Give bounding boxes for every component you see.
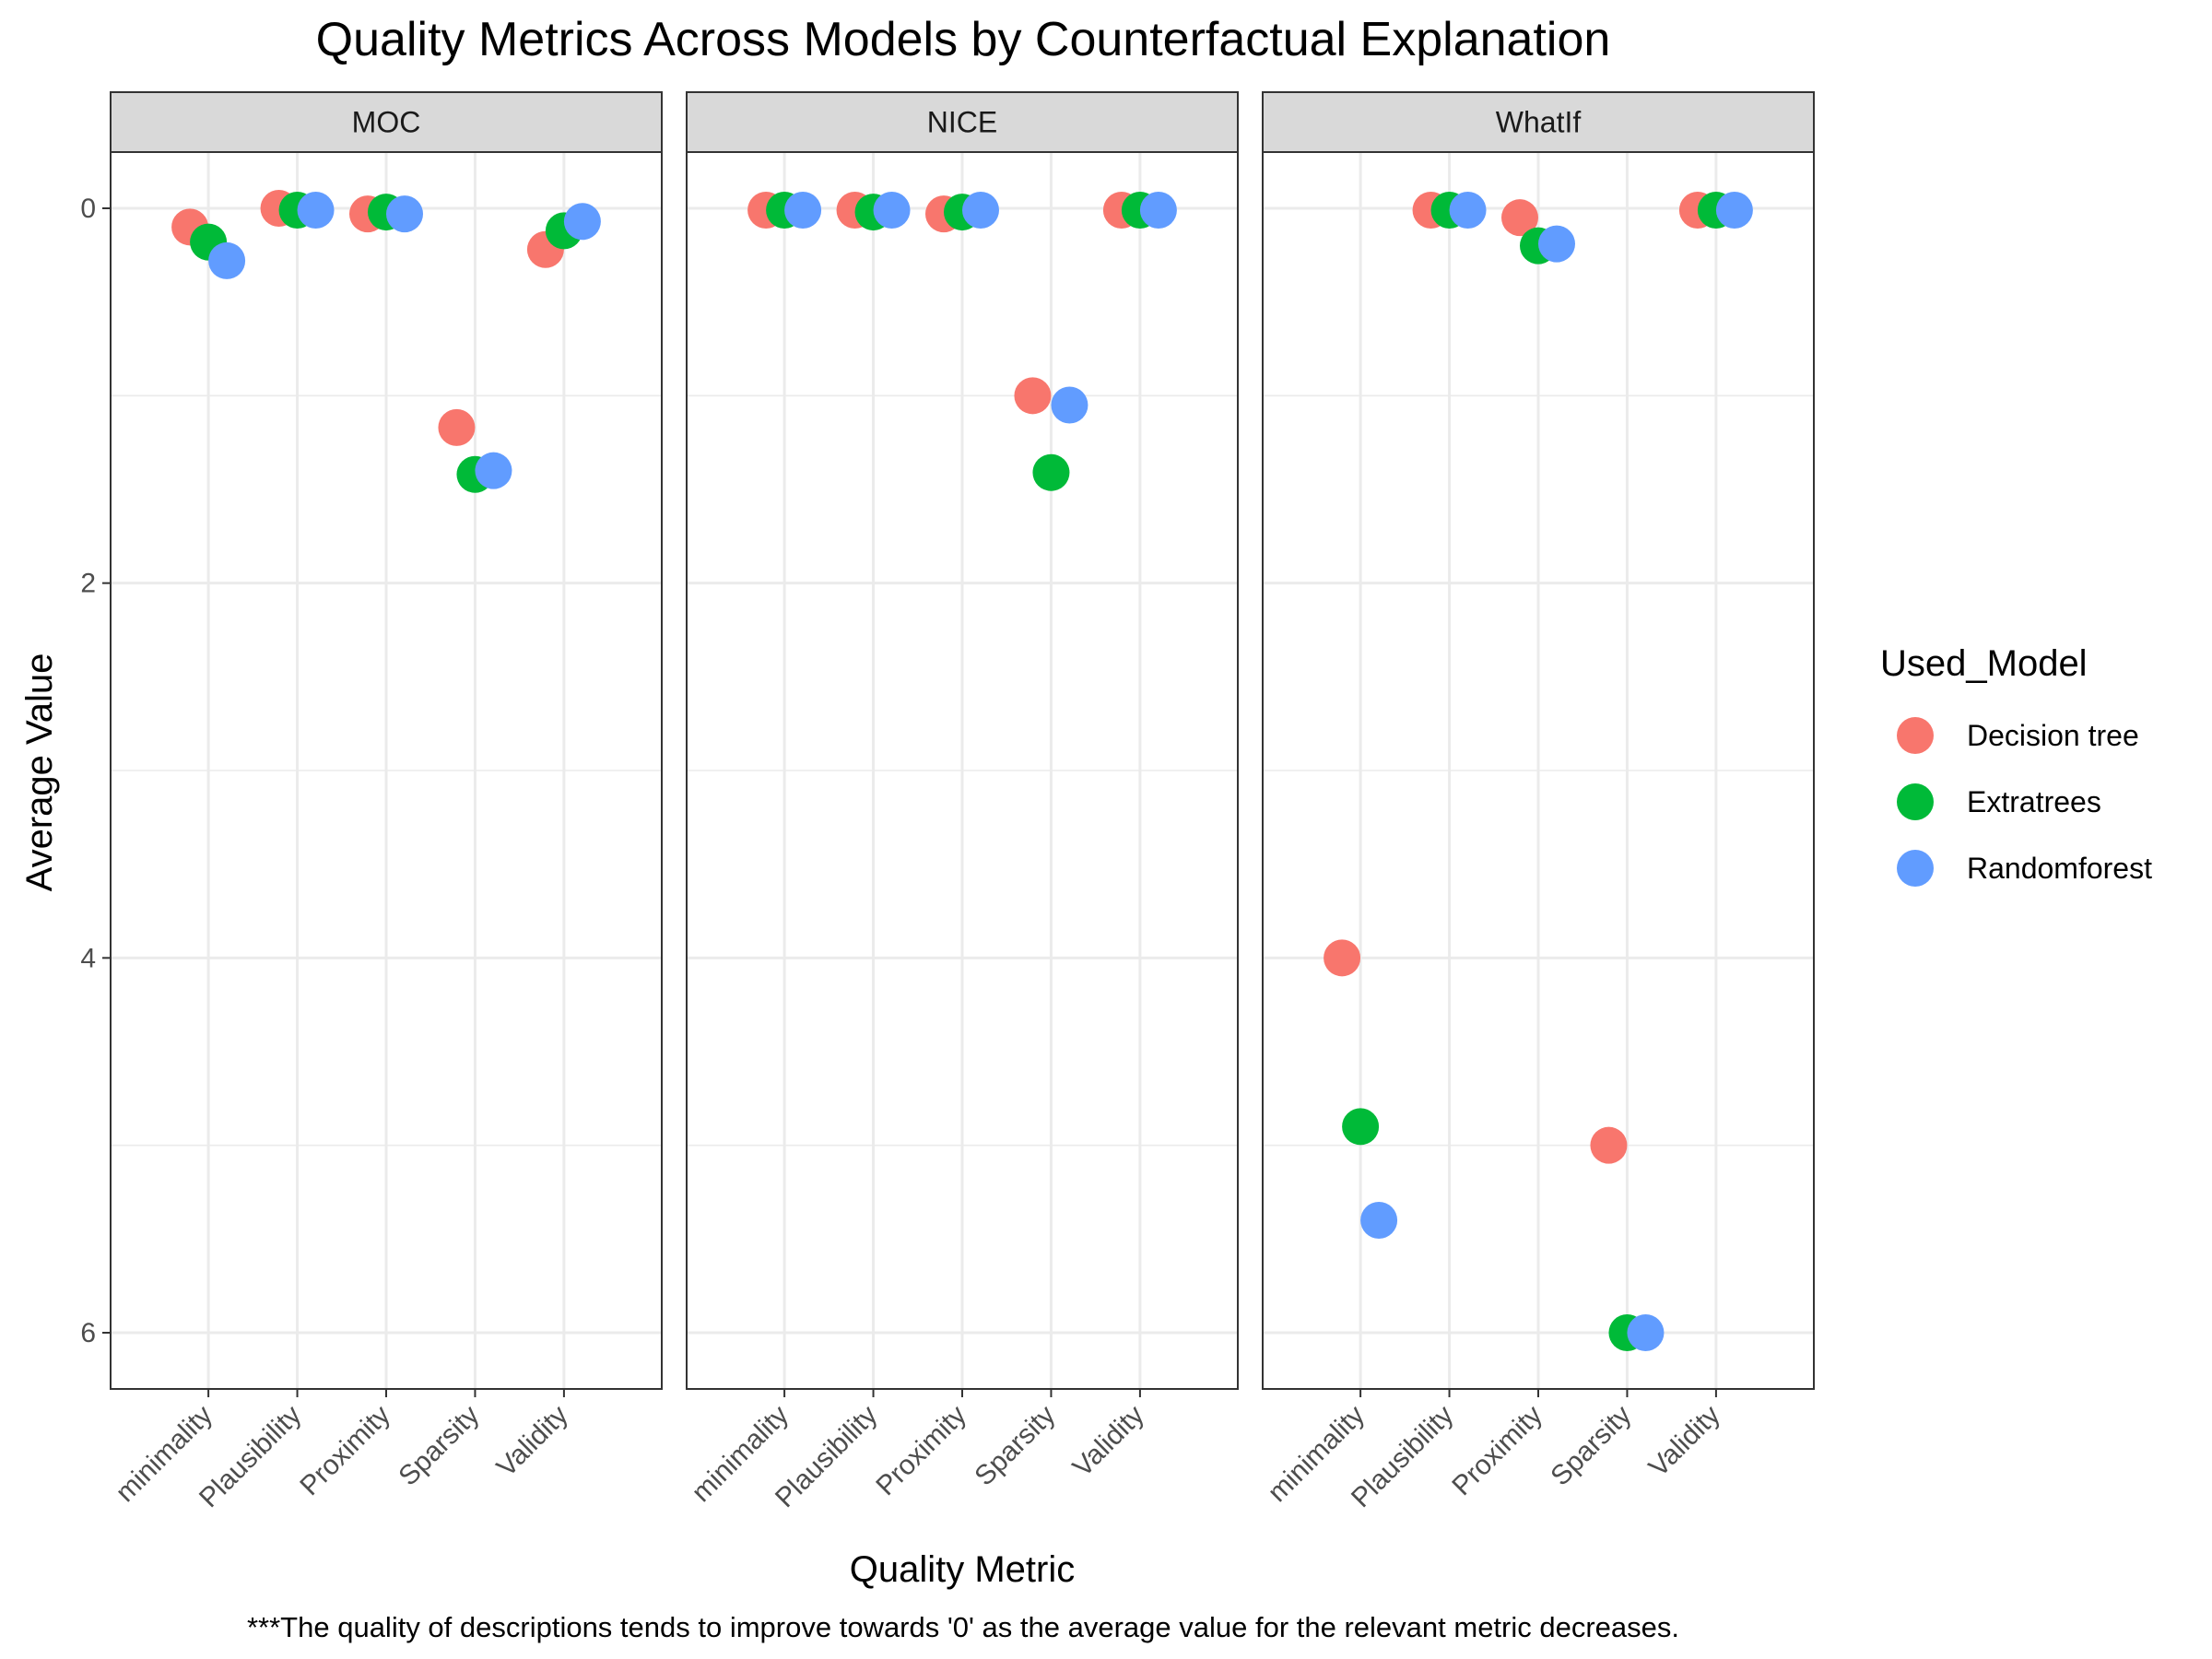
x-tick-label: Proximity <box>294 1400 396 1502</box>
data-point-randomforest <box>1627 1314 1665 1351</box>
data-point-randomforest <box>1139 192 1177 229</box>
data-point-randomforest <box>208 241 246 279</box>
panel-moc: MOCminimalityPlausibilityProximitySparsi… <box>110 91 663 1513</box>
legend: Used_Model Decision tree Extratrees Random… <box>1880 643 2152 887</box>
data-point-randomforest <box>962 192 999 229</box>
data-point-randomforest <box>1715 192 1753 229</box>
x-tick-label: Sparsity <box>393 1400 485 1492</box>
data-point-randomforest <box>297 192 335 229</box>
legend-label: Extratrees <box>1967 785 2101 818</box>
data-point-randomforest <box>563 203 601 241</box>
y-tick-label: 0 <box>80 194 96 224</box>
facet-strip-label: MOC <box>352 106 421 139</box>
data-point-randomforest <box>386 195 423 233</box>
legend-title: Used_Model <box>1880 643 2088 684</box>
data-point-decision-tree <box>438 408 476 446</box>
x-tick-label: Validity <box>1067 1400 1150 1483</box>
data-point-randomforest <box>873 192 911 229</box>
x-tick-label: Sparsity <box>1545 1400 1637 1492</box>
data-point-decision-tree <box>1501 199 1538 237</box>
x-axis-title: Quality Metric <box>850 1549 1076 1590</box>
data-point-randomforest <box>784 192 822 229</box>
data-point-randomforest <box>1360 1202 1398 1239</box>
legend-key-randomforest <box>1897 850 1934 887</box>
x-tick-label: Proximity <box>870 1400 972 1502</box>
data-point-decision-tree <box>1324 939 1361 977</box>
data-point-decision-tree <box>1590 1126 1628 1164</box>
data-point-extratrees <box>1032 453 1070 491</box>
y-tick-label: 2 <box>80 569 96 599</box>
x-tick-label: Proximity <box>1446 1400 1548 1502</box>
y-tick-label: 4 <box>80 943 96 973</box>
facet-strip <box>1262 91 1815 153</box>
legend-label: Randomforest <box>1967 852 2152 885</box>
legend-label: Decision tree <box>1967 719 2139 752</box>
y-axis-title: Average Value <box>19 653 60 892</box>
panel-nice: NICEminimalityPlausibilityProximitySpars… <box>686 91 1239 1513</box>
data-point-extratrees <box>1342 1108 1380 1146</box>
caption: ***The quality of descriptions tends to … <box>247 1611 1679 1643</box>
y-axis-ticks: 0 2 4 6 <box>80 194 111 1348</box>
facet-strip <box>110 91 663 153</box>
facet-strip-label: NICE <box>927 106 997 139</box>
data-point-randomforest <box>475 452 512 489</box>
legend-key-decision-tree <box>1897 717 1934 754</box>
panel-whatif: WhatIfminimalityPlausibilityProximitySpa… <box>1262 91 1815 1513</box>
legend-key-extratrees <box>1897 783 1934 820</box>
data-point-randomforest <box>1051 386 1088 424</box>
x-tick-label: Sparsity <box>969 1400 1061 1492</box>
x-tick-label: Validity <box>491 1400 574 1483</box>
facet-panels: MOCminimalityPlausibilityProximitySparsi… <box>110 91 1815 1513</box>
data-point-decision-tree <box>1014 377 1052 415</box>
x-tick-label: Validity <box>1643 1400 1726 1483</box>
chart-title: Quality Metrics Across Models by Counter… <box>316 13 1611 66</box>
data-point-randomforest <box>1538 225 1575 263</box>
y-tick-label: 6 <box>80 1318 96 1348</box>
facet-strip-label: WhatIf <box>1496 106 1582 139</box>
facet-strip <box>686 91 1239 153</box>
data-point-randomforest <box>1449 192 1487 229</box>
